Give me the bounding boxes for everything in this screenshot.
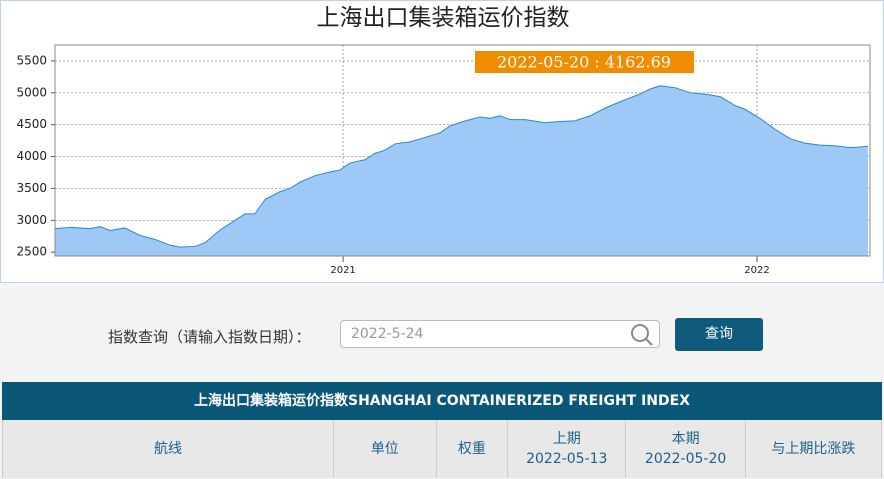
header-cell: 本期 2022-05-20 <box>626 420 746 478</box>
area <box>55 85 868 257</box>
header-cell: 权重 <box>437 420 509 478</box>
header-text: 航线 <box>154 441 183 457</box>
header-text: 2022-05-20 <box>644 451 727 467</box>
x-tick-label: 2021 <box>330 265 355 276</box>
header-text: 与上期比涨跌 <box>771 441 856 457</box>
header-cell: 航线 <box>3 420 335 478</box>
y-tick-label: 5500 <box>16 53 47 67</box>
date-input[interactable]: 2022-5-24 <box>340 320 660 348</box>
search-label: 指数查询（请输入指数日期）： <box>108 328 311 346</box>
tooltip-box <box>475 51 694 73</box>
y-tick-label: 5000 <box>16 85 47 99</box>
index-table: 上海出口集装箱运价指数SHANGHAI CONTAINERIZED FREIGH… <box>2 382 882 478</box>
y-tick-label: 2500 <box>16 245 47 259</box>
header-cell: 上期 2022-05-13 <box>508 420 627 478</box>
line <box>54 85 868 248</box>
header-cell: 与上期比涨跌 <box>746 420 882 478</box>
search-bar: 指数查询（请输入指数日期）： 2022-5-24 查询 <box>0 318 884 352</box>
x-tick-label: 2022 <box>744 265 769 276</box>
y-tick-label: 3500 <box>16 181 47 195</box>
y-tick-label: 4000 <box>16 149 47 163</box>
input-text: 2022-5-24 <box>351 326 424 342</box>
header-row: 航线 单位 权重 上期 2022-05-13 本期 2022-05-20 与上期比涨跌 <box>2 420 882 478</box>
plot-border <box>54 44 871 257</box>
search-button[interactable]: 查询 <box>675 318 763 351</box>
search-icon <box>631 324 653 346</box>
header-text: 权重 <box>457 441 486 457</box>
header-text: 单位 <box>370 441 399 457</box>
y-tick-label: 4500 <box>16 117 47 131</box>
header-text: 2022-05-13 <box>526 451 608 467</box>
y-tick-label: 3000 <box>16 213 47 227</box>
header-cell: 单位 <box>334 420 437 478</box>
chart-title: 上海出口集装箱运价指数 <box>317 5 570 31</box>
header-text: 本期 <box>671 431 700 447</box>
table-title: 上海出口集装箱运价指数SHANGHAI CONTAINERIZED FREIGH… <box>2 382 882 420</box>
tooltip: 2022-05-20 : 4162.69 <box>497 53 671 72</box>
chart: 上海出口集装箱运价指数 2500 3000 3500 4000 4500 5000 5500… <box>0 0 884 283</box>
header-text: 上期 <box>552 431 581 447</box>
